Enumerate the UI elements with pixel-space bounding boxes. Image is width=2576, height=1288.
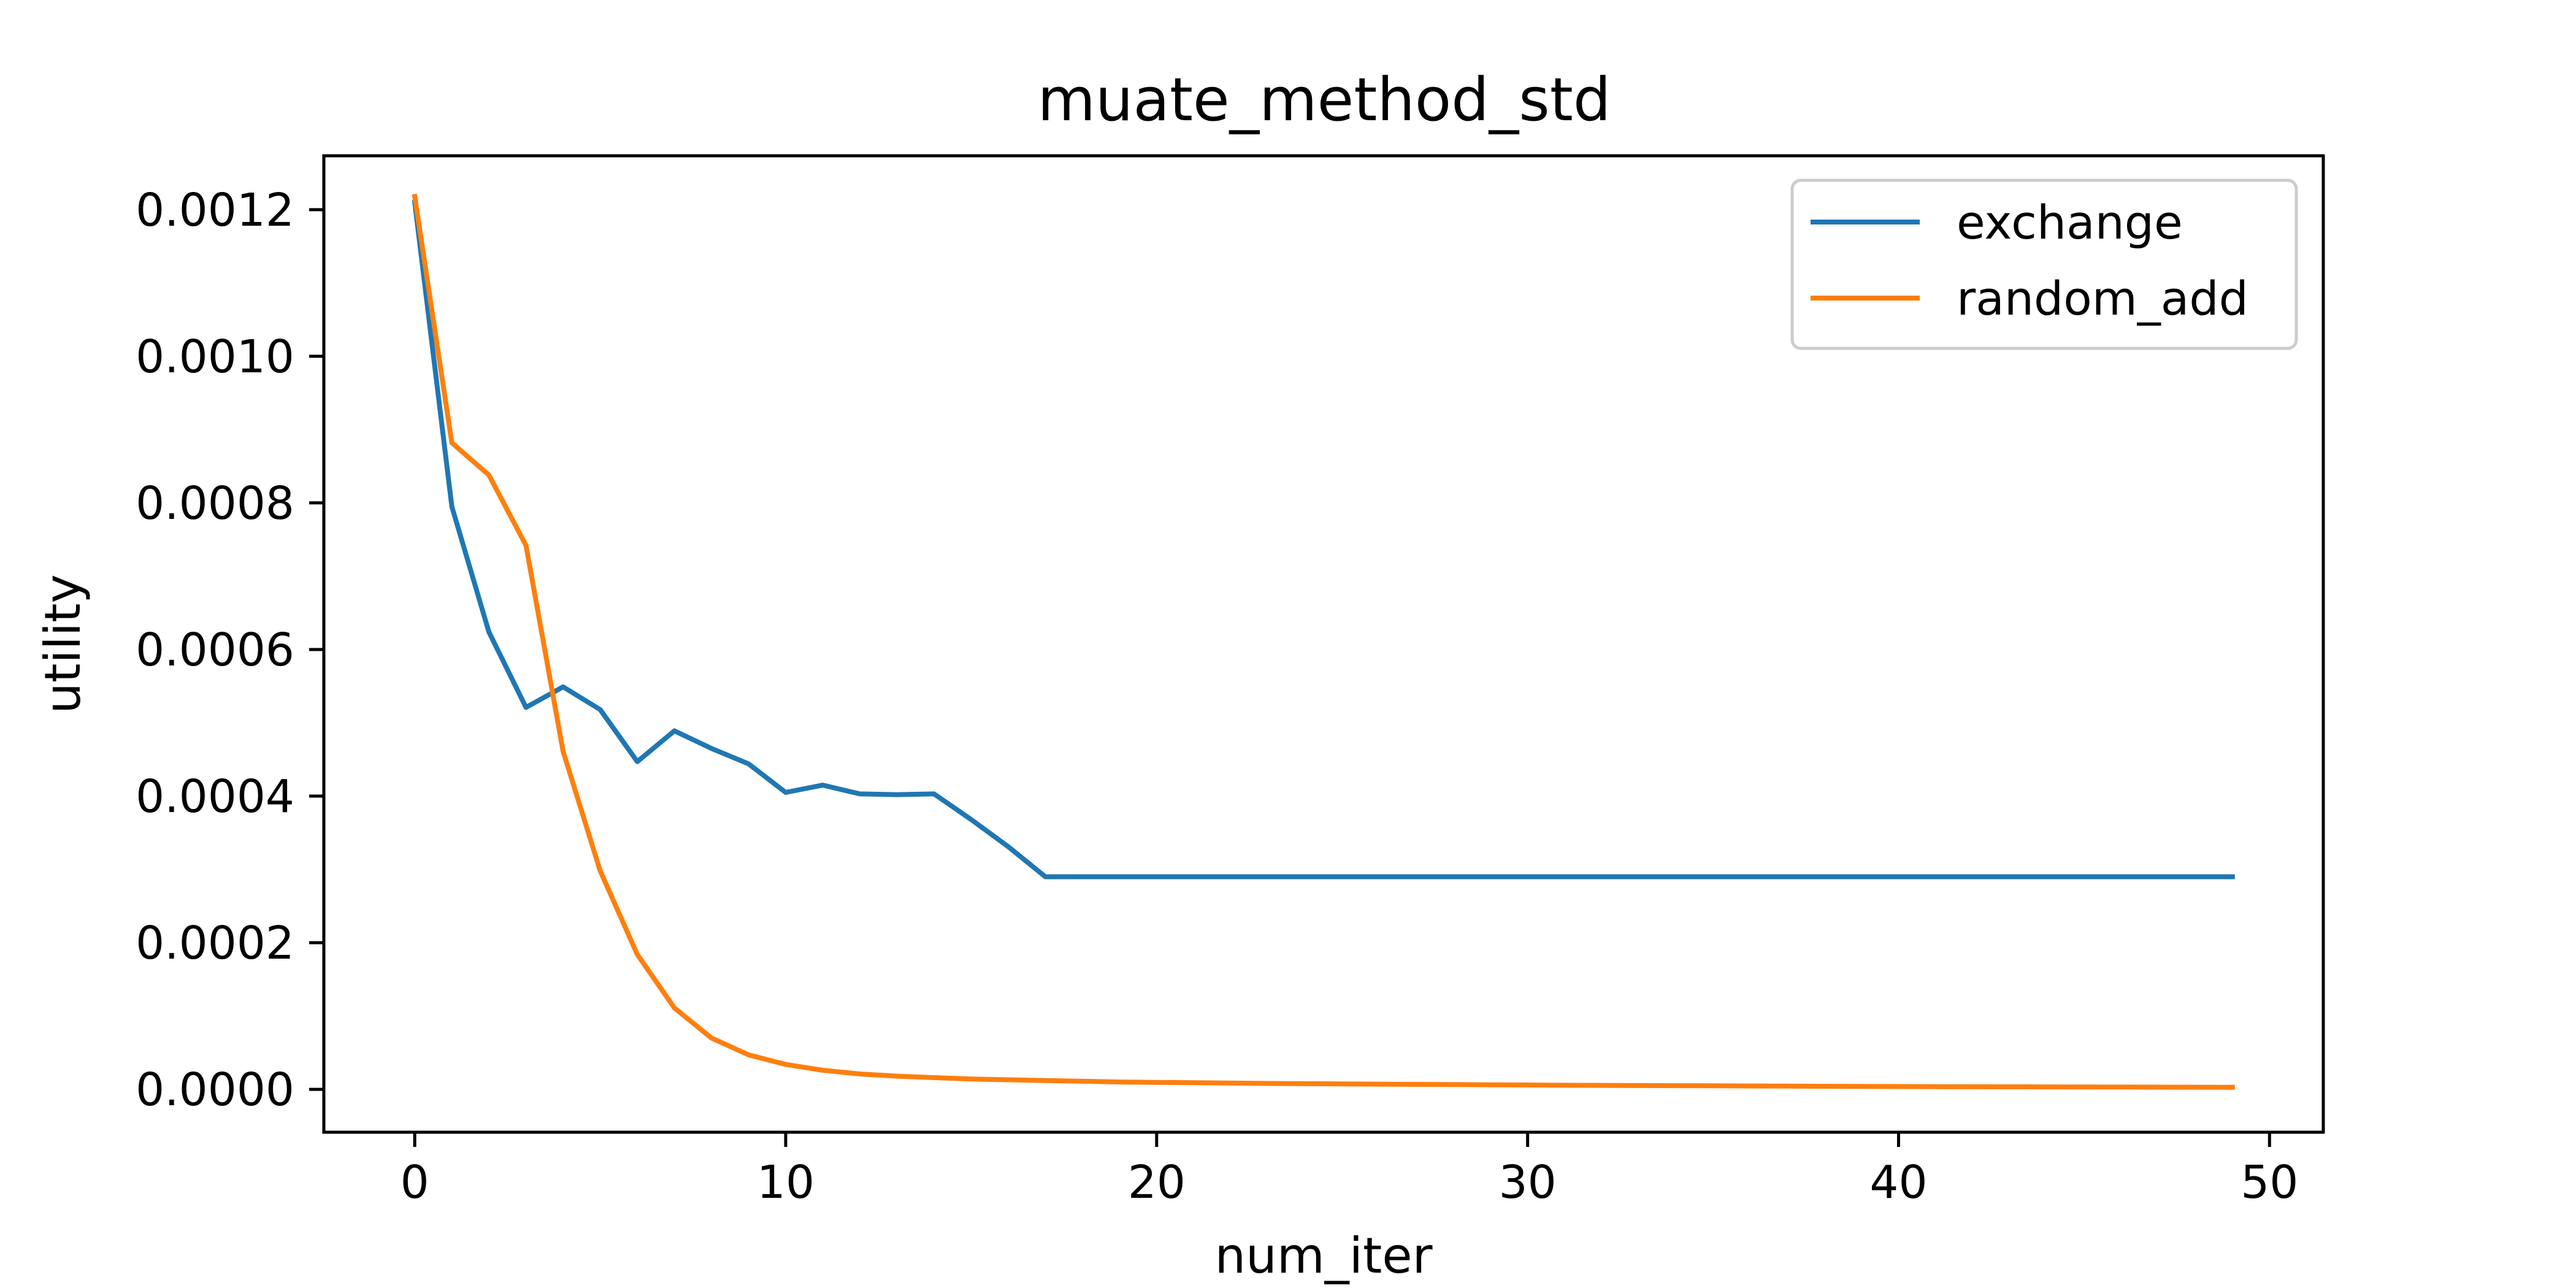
y-axis: 0.0000 0.0002 0.0004 0.0006 0.0008 0.0010 0.00… [136, 184, 324, 1116]
plot-frame [322, 154, 2325, 1134]
series-line-random-add [412, 193, 2235, 1090]
x-axis: 0 10 20 30 40 50 [401, 1132, 2298, 1209]
legend-label-exchange: exchange [1957, 195, 2183, 250]
chart-title: muate_method_std [1038, 65, 1611, 134]
y-tick-label: 0.0002 [136, 917, 294, 970]
series-layer [412, 193, 2235, 1090]
x-tick-label: 10 [757, 1156, 815, 1209]
legend: exchange random_add [1790, 178, 2298, 350]
x-tick-label: 0 [401, 1156, 429, 1209]
y-tick-label: 0.0000 [136, 1064, 294, 1116]
y-tick-label: 0.0012 [136, 184, 294, 237]
y-tick-label: 0.0010 [136, 331, 294, 383]
x-tick-label: 30 [1499, 1156, 1557, 1209]
x-tick-label: 40 [1869, 1156, 1927, 1209]
x-tick-label: 20 [1128, 1156, 1186, 1209]
plot-area [322, 154, 2325, 1134]
y-tick-label: 0.0004 [136, 770, 294, 823]
y-tick-label: 0.0006 [136, 624, 294, 677]
y-tick-label: 0.0008 [136, 477, 294, 530]
series-line-exchange [412, 199, 2235, 880]
x-tick-label: 50 [2241, 1156, 2298, 1209]
x-axis-label: num_iter [1214, 1227, 1432, 1284]
y-axis-label: utility [34, 574, 91, 713]
legend-label-random-add: random_add [1957, 271, 2248, 326]
